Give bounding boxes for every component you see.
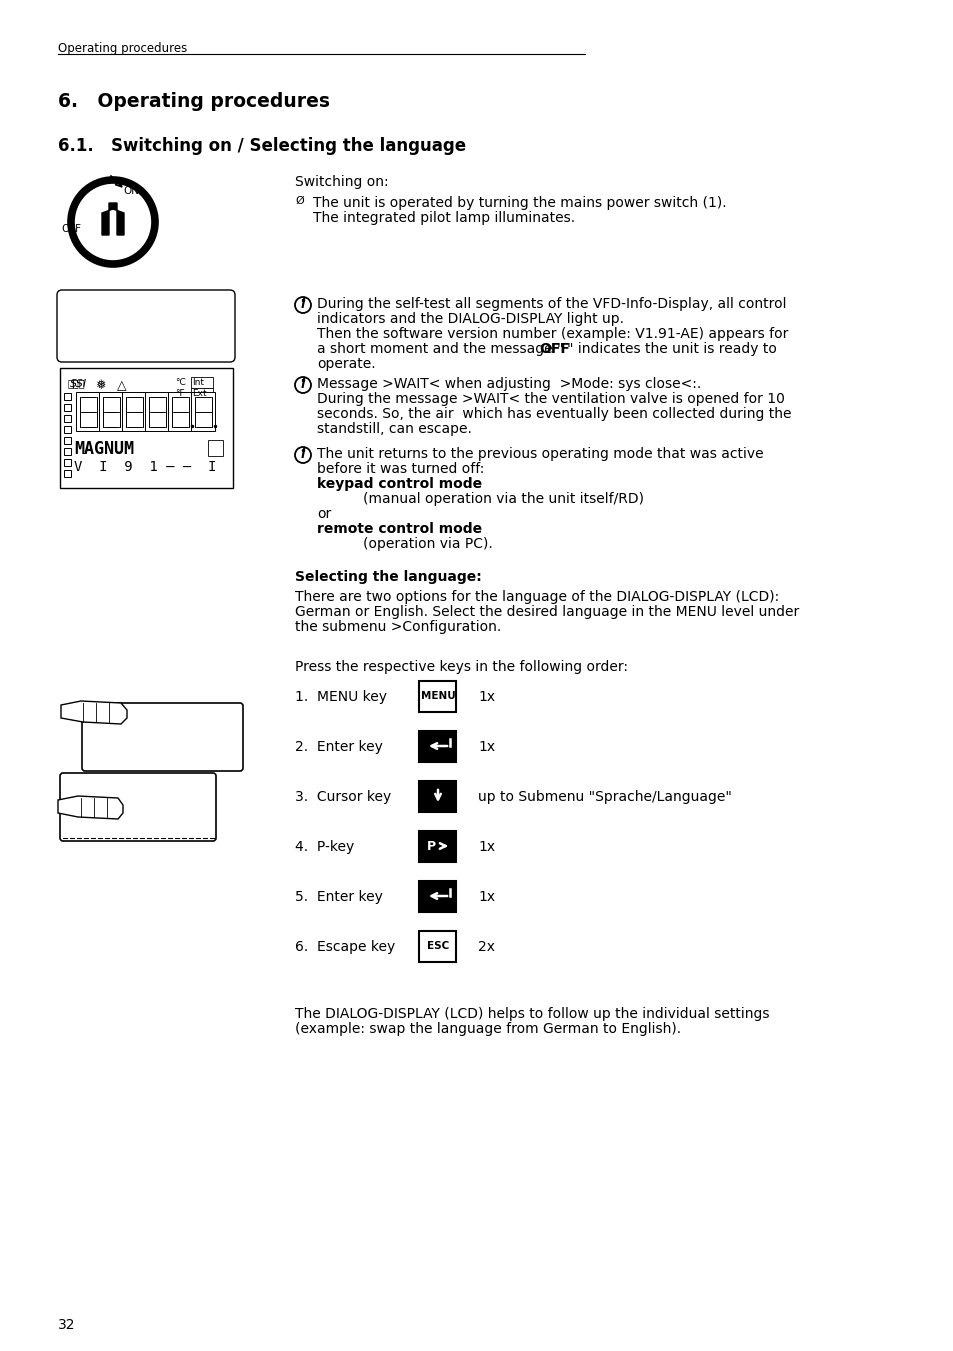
Text: Operating procedures: Operating procedures (58, 42, 187, 55)
Text: keypad control mode: keypad control mode (316, 477, 481, 490)
Text: seconds. So, the air  which has eventually been collected during the: seconds. So, the air which has eventuall… (316, 407, 791, 422)
Text: ON: ON (123, 186, 139, 196)
Text: During the self-test all segments of the VFD-Info-Display, all control: During the self-test all segments of the… (316, 297, 785, 311)
Bar (64, 470, 71, 477)
Text: German or English. Select the desired language in the MENU level under: German or English. Select the desired la… (294, 605, 799, 619)
Text: 32: 32 (58, 1319, 75, 1332)
Circle shape (110, 218, 116, 223)
Text: 3.  Cursor key: 3. Cursor key (294, 790, 391, 804)
Text: During the message >WAIT< the ventilation valve is opened for 10: During the message >WAIT< the ventilatio… (316, 392, 784, 407)
Text: before it was turned off:: before it was turned off: (316, 462, 484, 476)
Text: ESC: ESC (426, 942, 449, 951)
Text: 6.1.   Switching on / Selecting the language: 6.1. Switching on / Selecting the langua… (58, 136, 466, 155)
Bar (64, 404, 71, 411)
Text: 2x: 2x (477, 940, 495, 954)
Text: Ø: Ø (294, 196, 303, 205)
FancyBboxPatch shape (60, 367, 233, 488)
Text: 5.  Enter key: 5. Enter key (294, 890, 382, 904)
FancyBboxPatch shape (419, 831, 456, 862)
Text: (manual operation via the unit itself/RD): (manual operation via the unit itself/RD… (363, 492, 643, 507)
Text: ⫸⫸⫸: ⫸⫸⫸ (68, 378, 86, 388)
Text: The unit returns to the previous operating mode that was active: The unit returns to the previous operati… (316, 447, 762, 461)
FancyBboxPatch shape (122, 392, 147, 431)
FancyBboxPatch shape (419, 731, 456, 762)
Text: i: i (300, 377, 305, 390)
Text: P: P (427, 839, 436, 852)
Text: i: i (300, 447, 305, 461)
Text: Int: Int (192, 378, 204, 386)
Text: (operation via PC).: (operation via PC). (363, 536, 493, 551)
Text: 6.   Operating procedures: 6. Operating procedures (58, 92, 330, 111)
Text: Switching on:: Switching on: (294, 176, 388, 189)
Text: There are two options for the language of the DIALOG-DISPLAY (LCD):: There are two options for the language o… (294, 590, 779, 604)
Text: (example: swap the language from German to English).: (example: swap the language from German … (294, 1021, 680, 1036)
Text: °C: °C (174, 378, 186, 386)
Text: Selecting the language:: Selecting the language: (294, 570, 481, 584)
Text: The DIALOG-DISPLAY (LCD) helps to follow up the individual settings: The DIALOG-DISPLAY (LCD) helps to follow… (294, 1006, 769, 1021)
Text: 1x: 1x (477, 890, 495, 904)
Text: 1x: 1x (477, 740, 495, 754)
FancyBboxPatch shape (169, 392, 193, 431)
Text: 4.  P-key: 4. P-key (294, 840, 354, 854)
FancyBboxPatch shape (99, 392, 123, 431)
Text: 1.  MENU key: 1. MENU key (294, 690, 387, 704)
Text: 2.  Enter key: 2. Enter key (294, 740, 382, 754)
Text: MENU: MENU (420, 690, 455, 701)
Bar (64, 449, 71, 455)
Text: 6.  Escape key: 6. Escape key (294, 940, 395, 954)
Bar (64, 436, 71, 444)
Text: SSI: SSI (70, 380, 87, 389)
FancyBboxPatch shape (419, 781, 456, 812)
FancyBboxPatch shape (192, 392, 215, 431)
Text: the submenu >Configuration.: the submenu >Configuration. (294, 620, 500, 634)
Text: Press the respective keys in the following order:: Press the respective keys in the followi… (294, 661, 627, 674)
Text: remote control mode: remote control mode (316, 521, 481, 536)
Text: a short moment and the message ": a short moment and the message " (316, 342, 563, 357)
Text: OFF: OFF (538, 342, 569, 357)
Bar (64, 426, 71, 434)
Text: °F: °F (174, 389, 185, 399)
Bar (64, 415, 71, 422)
Polygon shape (61, 701, 127, 724)
Text: The unit is operated by turning the mains power switch (1).: The unit is operated by turning the main… (313, 196, 726, 209)
Text: i: i (300, 297, 305, 311)
FancyBboxPatch shape (57, 290, 234, 362)
Text: or: or (316, 507, 331, 521)
FancyBboxPatch shape (60, 773, 215, 842)
Bar (191, 388, 213, 399)
Text: indicators and the DIALOG-DISPLAY light up.: indicators and the DIALOG-DISPLAY light … (316, 312, 623, 326)
FancyBboxPatch shape (82, 703, 243, 771)
FancyBboxPatch shape (146, 392, 170, 431)
Text: Then the software version number (example: V1.91-AE) appears for: Then the software version number (exampl… (316, 327, 787, 340)
Text: OFF: OFF (61, 224, 81, 234)
Text: up to Submenu "Sprache/Language": up to Submenu "Sprache/Language" (477, 790, 731, 804)
Text: 1x: 1x (477, 840, 495, 854)
Bar (191, 377, 213, 388)
Text: 1x: 1x (477, 690, 495, 704)
Text: V  I  9  1 – –  I: V I 9 1 – – I (74, 459, 216, 474)
Text: operate.: operate. (316, 357, 375, 372)
FancyBboxPatch shape (76, 392, 100, 431)
Bar (64, 459, 71, 466)
Text: ❅: ❅ (95, 380, 106, 392)
Text: △: △ (117, 380, 127, 392)
Text: MAGNUM: MAGNUM (74, 440, 133, 458)
Text: Message >WAIT< when adjusting  >Mode: sys close<:.: Message >WAIT< when adjusting >Mode: sys… (316, 377, 700, 390)
Polygon shape (58, 796, 123, 819)
Text: " indicates the unit is ready to: " indicates the unit is ready to (566, 342, 776, 357)
Text: standstill, can escape.: standstill, can escape. (316, 422, 472, 436)
FancyBboxPatch shape (419, 931, 456, 962)
FancyBboxPatch shape (419, 681, 456, 712)
Text: Ext: Ext (192, 389, 207, 399)
Bar (64, 393, 71, 400)
Polygon shape (102, 203, 124, 235)
FancyBboxPatch shape (419, 881, 456, 912)
Text: The integrated pilot lamp illuminates.: The integrated pilot lamp illuminates. (313, 211, 575, 226)
Bar (208, 440, 223, 457)
